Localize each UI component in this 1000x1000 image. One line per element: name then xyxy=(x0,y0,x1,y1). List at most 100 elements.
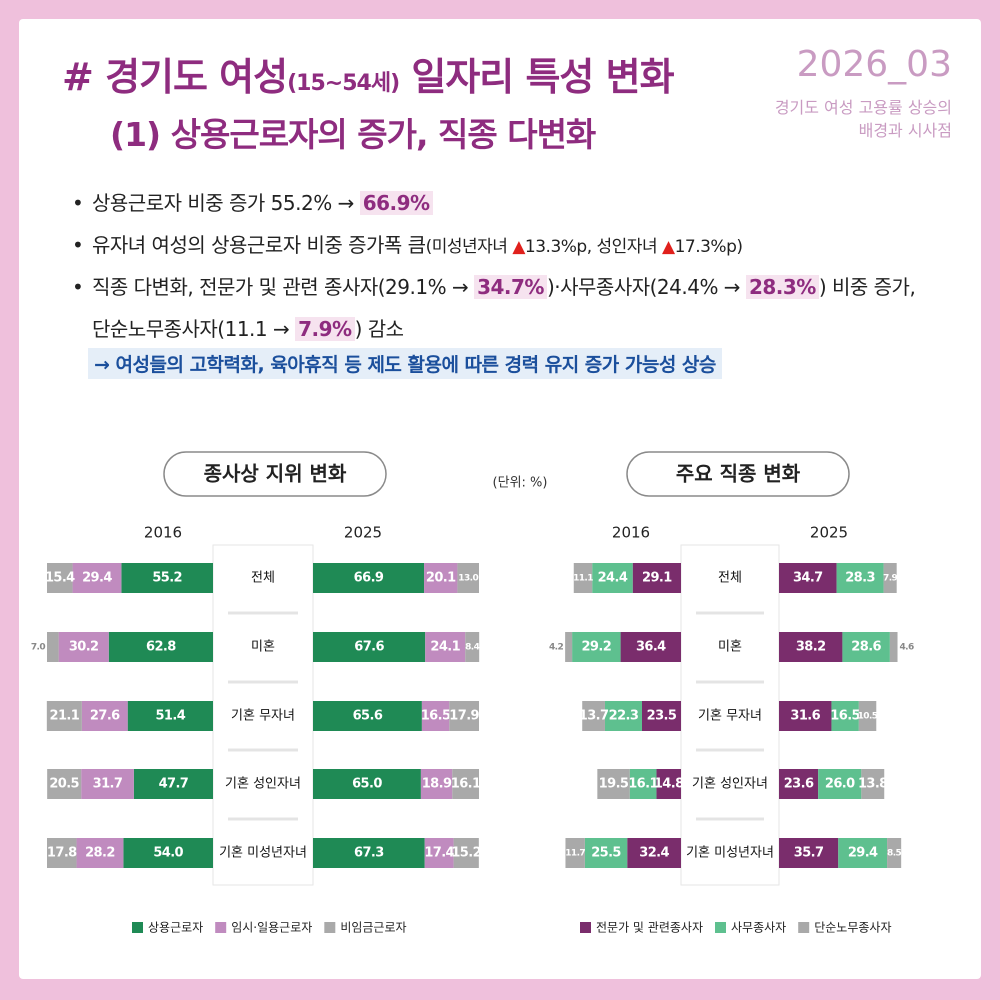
value-label: 24.4 xyxy=(598,571,628,586)
category-label: 전체 xyxy=(251,571,275,586)
value-label: 17.9 xyxy=(449,709,479,724)
title-part: 일자리 특성 변화 xyxy=(411,55,674,99)
value-label: 29.1 xyxy=(642,571,672,586)
value-label: 16.5 xyxy=(830,709,860,724)
value-label: 35.7 xyxy=(794,846,824,861)
bar-segment xyxy=(597,769,630,799)
value-label: 20.1 xyxy=(426,571,456,586)
value-label: 7.9 xyxy=(883,574,897,584)
report-title: 경기도 여성 고용률 상승의 배경과 시사점 xyxy=(775,96,952,142)
value-label: 55.2 xyxy=(152,571,182,586)
value-label: 7.0 xyxy=(31,643,45,653)
value-label: 28.3 xyxy=(845,571,875,586)
bar-segment xyxy=(779,838,839,868)
value-label: 65.0 xyxy=(352,777,382,792)
legend-swatch xyxy=(715,922,726,933)
category-label: 기혼 무자녀 xyxy=(698,709,762,724)
bar-segment xyxy=(818,769,862,799)
bullet-text: ) 비중 증가, xyxy=(818,275,916,299)
title-part: # 경기도 여성 xyxy=(62,55,288,99)
bullet-text: 유자녀 여성의 상용근로자 비중 증가폭 큼 xyxy=(92,233,426,257)
bar-segment xyxy=(883,563,897,593)
category-label: 미혼 xyxy=(718,640,742,655)
category-label: 기혼 무자녀 xyxy=(231,709,295,724)
bar-segment xyxy=(313,632,426,662)
value-label: 66.9 xyxy=(354,571,384,586)
bar-segment xyxy=(779,701,832,731)
value-label: 14.8 xyxy=(654,777,684,792)
bar-segment xyxy=(47,838,77,868)
value-label: 8.5 xyxy=(887,849,901,859)
bar-segment xyxy=(452,769,479,799)
bar-segment xyxy=(620,632,681,662)
bullet-list: • 상용근로자 비중 증가 55.2% → 66.9% • 유자녀 여성의 상용근로자… xyxy=(68,186,916,354)
chart-title-box xyxy=(626,451,850,497)
legend-swatch xyxy=(215,922,227,933)
value-label: 31.7 xyxy=(93,777,123,792)
value-label: 19.5 xyxy=(599,777,629,792)
bullet-text: 66.9% xyxy=(359,191,433,215)
bullet-dot: • xyxy=(72,233,84,257)
title-age: (15~54세) xyxy=(287,71,400,96)
value-label: 25.5 xyxy=(591,846,621,861)
legend-swatch xyxy=(132,922,143,933)
bar-segment xyxy=(424,563,458,593)
bar-segment xyxy=(421,701,450,731)
value-label: 23.6 xyxy=(784,777,814,792)
category-box xyxy=(212,544,314,886)
value-label: 8.4 xyxy=(465,643,479,653)
value-label: 11.1 xyxy=(573,574,593,584)
bar-segment xyxy=(47,632,59,662)
bar-segment xyxy=(584,838,628,868)
bar-segment xyxy=(47,769,82,799)
bar-segment xyxy=(858,701,877,731)
category-label: 기혼 미성년자녀 xyxy=(686,846,774,861)
bar-segment xyxy=(779,563,837,593)
value-label: 4.2 xyxy=(549,643,563,653)
bar-segment xyxy=(457,563,479,593)
bullet-line: 단순노무종사자(11.1 → 7.9%) 감소 xyxy=(68,312,915,354)
bar-segment xyxy=(76,838,124,868)
issue-number: 2026_03 xyxy=(796,44,952,85)
bar-segment xyxy=(58,632,109,662)
value-label: 21.1 xyxy=(50,709,80,724)
legend-label: 사무종사자 xyxy=(731,921,786,935)
bar-segment xyxy=(627,838,681,868)
value-label: 31.6 xyxy=(790,709,820,724)
report-line: 경기도 여성 고용률 상승의 xyxy=(774,98,952,117)
legend-label: 상용근로자 xyxy=(148,921,203,935)
value-label: 47.7 xyxy=(159,777,189,792)
value-label: 29.4 xyxy=(82,571,112,586)
bar-segment xyxy=(592,563,633,593)
bullet-text: 13.3%p, 성인자녀 xyxy=(524,237,662,257)
value-label: 16.1 xyxy=(628,777,658,792)
value-label: 16.1 xyxy=(451,777,481,792)
bar-segment xyxy=(47,563,73,593)
value-label: 62.8 xyxy=(146,640,176,655)
value-label: 30.2 xyxy=(69,640,99,655)
value-label: 16.5 xyxy=(421,709,451,724)
value-label: 51.4 xyxy=(155,709,185,724)
bar-segment xyxy=(127,701,213,731)
value-label: 28.6 xyxy=(851,640,881,655)
bar-segment xyxy=(420,769,453,799)
year-label: 2016 xyxy=(144,524,182,542)
bullet-line: • 유자녀 여성의 상용근로자 비중 증가폭 큼(미성년자녀 ▲13.3%p, 성… xyxy=(68,228,915,270)
value-label: 67.6 xyxy=(354,640,384,655)
bullet-text: 17.3%p) xyxy=(674,237,743,257)
bar-segment xyxy=(779,769,819,799)
bullet-text: ▲ xyxy=(512,237,525,257)
bar-segment xyxy=(604,701,642,731)
bar-segment xyxy=(838,838,888,868)
year-label: 2016 xyxy=(612,524,650,542)
category-label: 기혼 미성년자녀 xyxy=(219,846,307,861)
bar-segment xyxy=(565,632,573,662)
value-label: 11.7 xyxy=(565,849,585,859)
bar-segment xyxy=(72,563,122,593)
value-label: 17.8 xyxy=(47,846,77,861)
bar-segment xyxy=(81,701,128,731)
value-label: 13.7 xyxy=(579,709,609,724)
bar-segment xyxy=(572,632,621,662)
category-label: 기혼 성인자녀 xyxy=(692,777,768,792)
